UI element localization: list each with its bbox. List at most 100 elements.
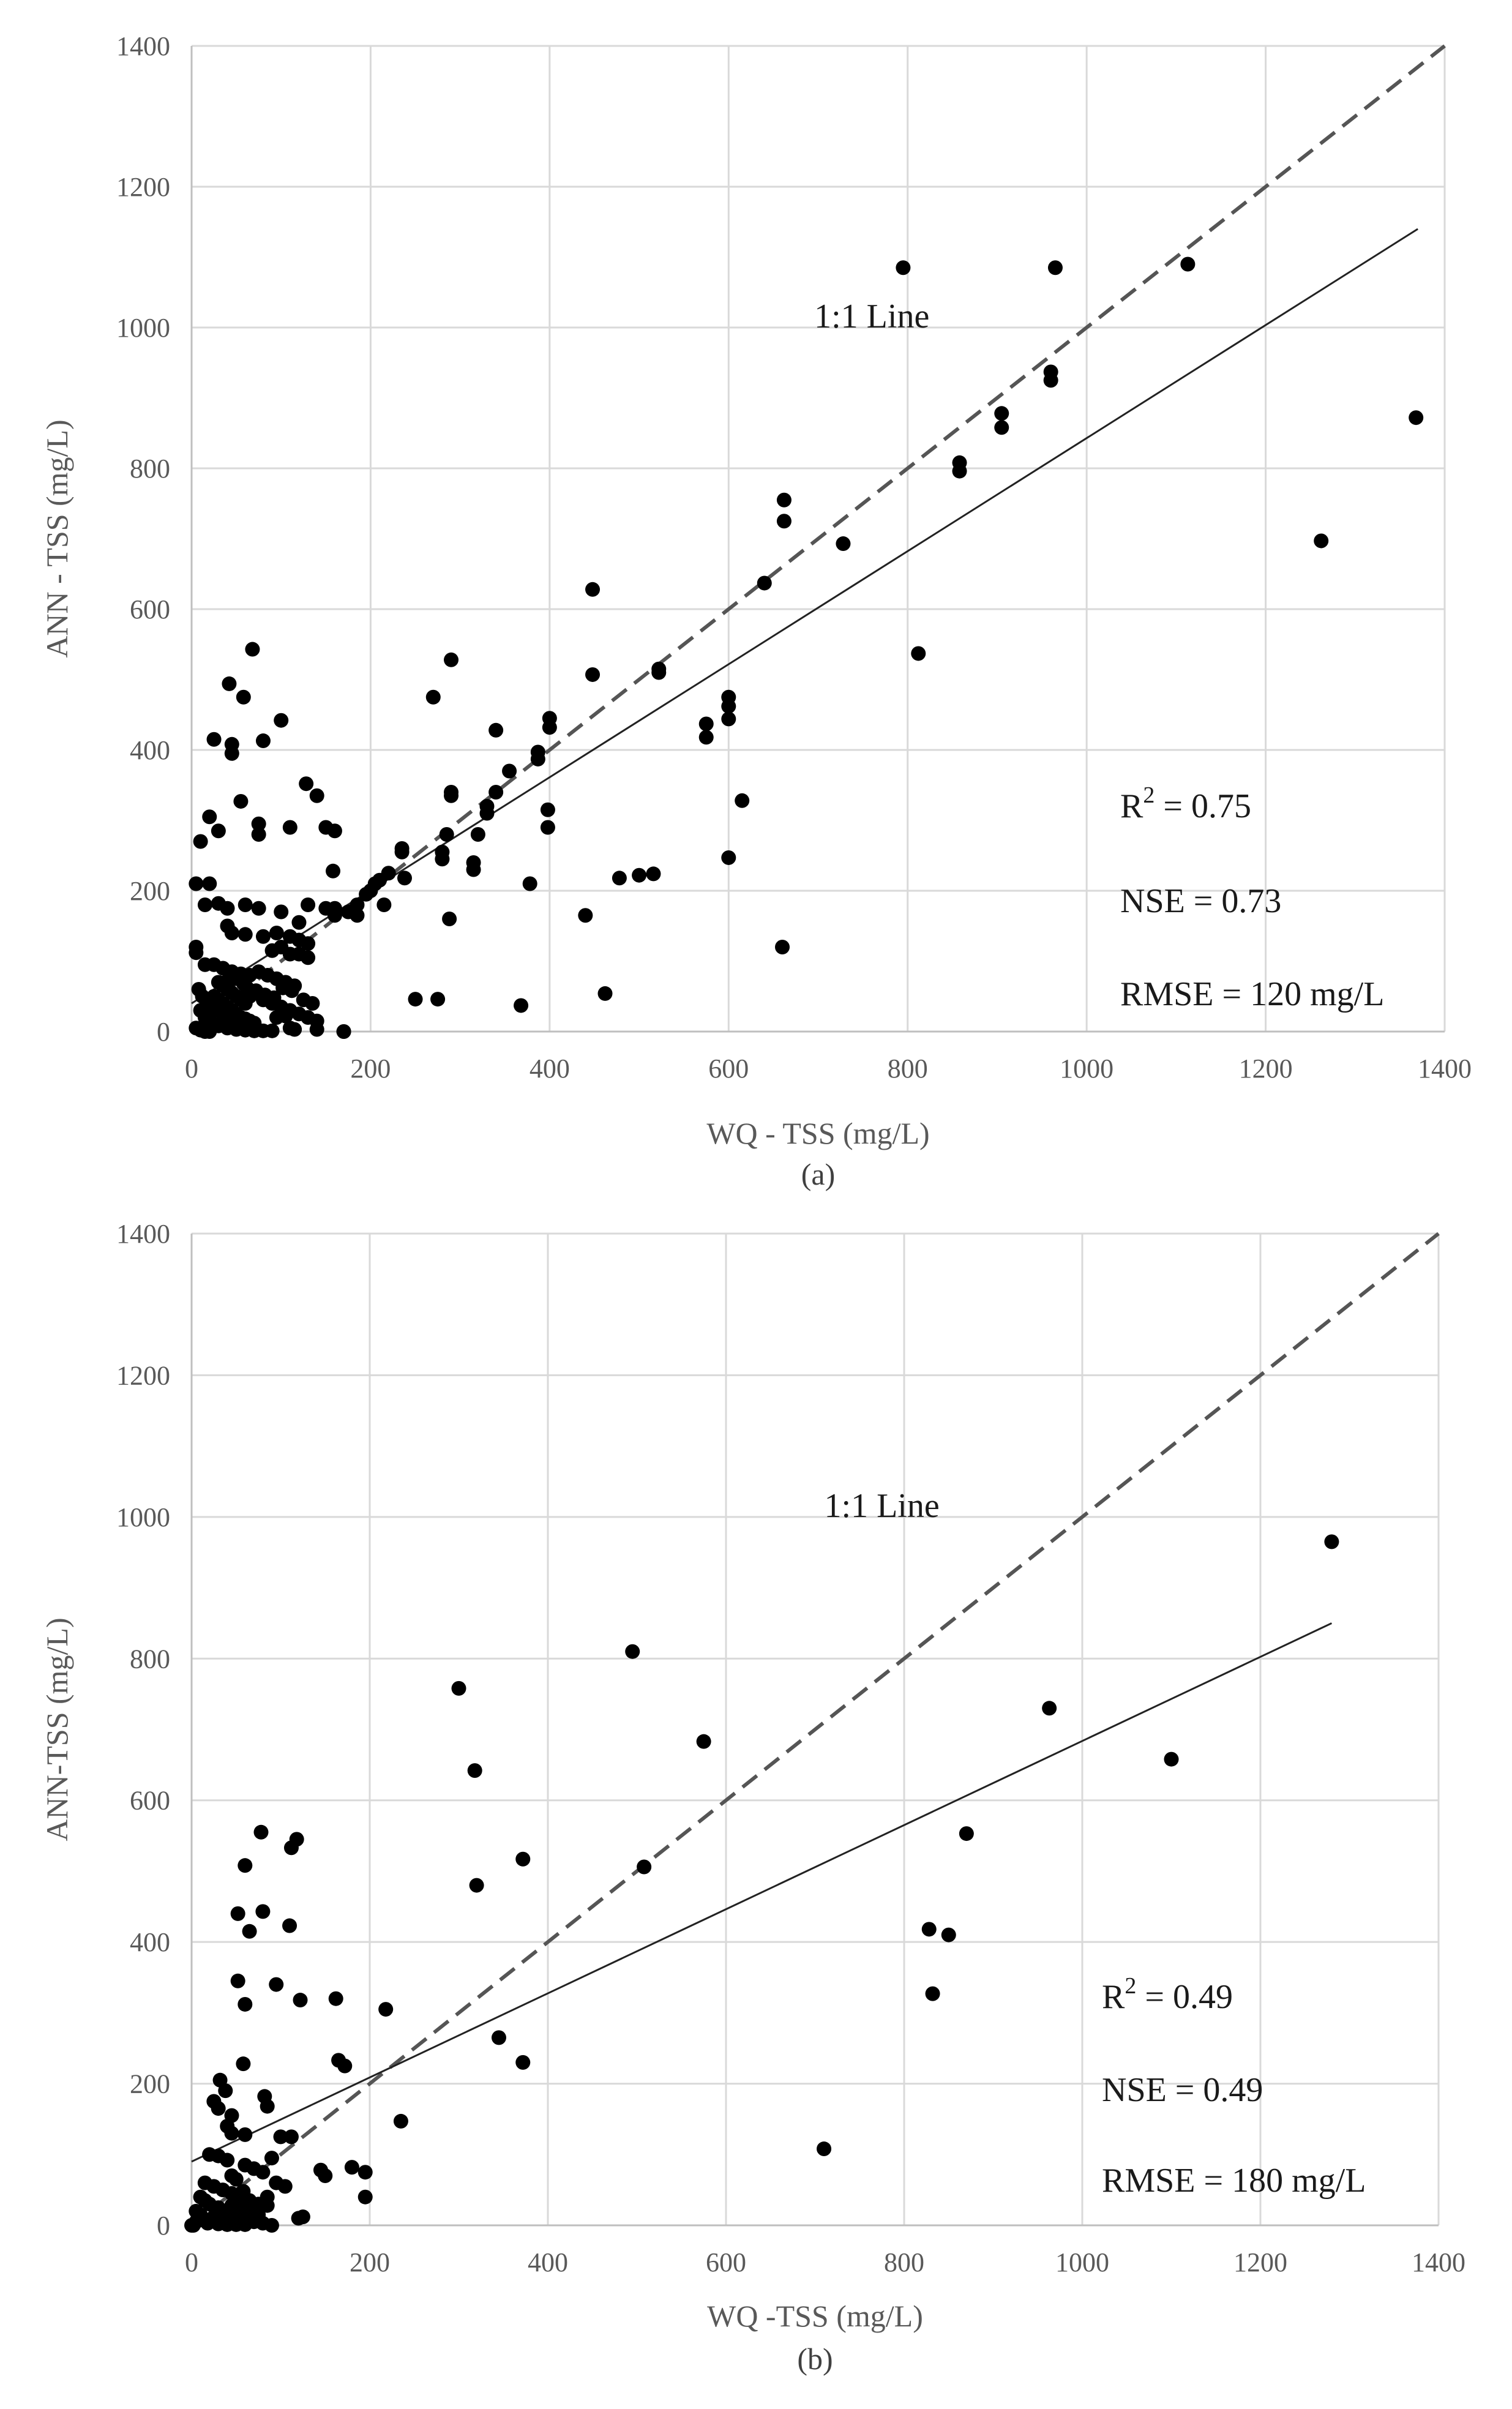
- data-point: [941, 1927, 956, 1943]
- data-point: [245, 642, 260, 657]
- data-point: [721, 850, 736, 865]
- data-point: [952, 463, 967, 479]
- data-point: [469, 1878, 484, 1893]
- r-squared-value: = 0.49: [1136, 1978, 1233, 2016]
- data-point: [266, 990, 282, 1005]
- nse-text: NSE = 0.73: [1120, 882, 1281, 920]
- data-point: [206, 732, 222, 747]
- data-point: [896, 260, 911, 275]
- one-to-one-label: 1:1 Line: [825, 1487, 940, 1525]
- data-point: [451, 1680, 466, 1696]
- data-point: [357, 2165, 373, 2180]
- r-squared-prefix: R: [1102, 1978, 1125, 2016]
- data-point: [1180, 257, 1196, 272]
- data-point: [637, 1859, 652, 1875]
- data-point: [251, 827, 266, 842]
- data-point: [260, 2099, 275, 2114]
- x-tick-label: 600: [708, 1054, 749, 1084]
- r-squared-superscript: 2: [1125, 1973, 1136, 1999]
- data-point: [651, 665, 667, 680]
- data-point: [336, 1024, 351, 1039]
- rmse-text: RMSE = 120 mg/L: [1120, 975, 1384, 1013]
- x-tick-label: 800: [888, 1054, 928, 1084]
- data-point: [359, 886, 374, 902]
- data-points: [189, 257, 1424, 1039]
- data-point: [238, 1858, 253, 1873]
- panel-caption: (b): [797, 2342, 833, 2376]
- r-squared-superscript: 2: [1143, 782, 1155, 808]
- data-point: [202, 809, 217, 825]
- data-point: [309, 1022, 324, 1037]
- data-point: [238, 897, 253, 912]
- data-point: [282, 1918, 298, 1933]
- data-point: [189, 945, 204, 961]
- chart-panel-a: 0 200 400 600 800 1000 1200 1400 0 200 400 600 800 10…: [40, 31, 1472, 1191]
- data-point: [698, 730, 714, 745]
- data-point: [340, 904, 356, 920]
- data-point: [236, 2056, 251, 2072]
- data-point: [1324, 1534, 1339, 1549]
- x-tick-label: 1200: [1239, 1054, 1293, 1084]
- data-point: [202, 876, 217, 891]
- y-tick-label: 1200: [116, 1360, 170, 1390]
- data-point: [696, 1734, 711, 1749]
- data-point: [530, 751, 545, 766]
- data-point: [251, 2207, 266, 2222]
- data-point: [293, 1993, 308, 2008]
- y-axis-label: ANN - TSS (mg/L): [40, 419, 74, 658]
- data-point: [337, 2058, 353, 2074]
- one-to-one-line: [190, 44, 1446, 1033]
- y-tick-label: 1400: [116, 1219, 170, 1249]
- data-point: [305, 996, 320, 1011]
- data-point: [585, 667, 601, 682]
- data-point: [597, 986, 613, 1001]
- data-point: [435, 852, 450, 867]
- one-to-one-label: 1:1 Line: [814, 298, 929, 335]
- data-point: [911, 646, 926, 661]
- data-point: [326, 863, 341, 879]
- data-point: [274, 713, 289, 728]
- data-point: [211, 823, 226, 839]
- data-point: [585, 582, 601, 597]
- x-tick-label: 1400: [1418, 1054, 1472, 1084]
- data-point: [251, 901, 266, 916]
- data-point: [344, 2160, 359, 2175]
- data-point: [612, 871, 627, 886]
- data-point: [283, 1840, 299, 1856]
- data-point: [255, 733, 271, 749]
- y-tick-label: 400: [130, 735, 170, 765]
- data-point: [255, 1904, 271, 1919]
- data-point: [273, 2129, 288, 2145]
- data-point: [255, 2165, 271, 2180]
- data-point: [430, 992, 446, 1007]
- x-tick-label: 400: [530, 1054, 570, 1084]
- y-tick-label: 400: [130, 1927, 170, 1957]
- data-point: [282, 820, 298, 835]
- data-point: [284, 983, 299, 998]
- data-point: [238, 1996, 253, 2012]
- y-tick-label: 600: [130, 1786, 170, 1816]
- data-point: [242, 1924, 257, 1939]
- data-point: [646, 866, 661, 882]
- panel-caption: (a): [801, 1157, 836, 1191]
- x-tick-label: 1000: [1060, 1054, 1113, 1084]
- data-point: [357, 2189, 373, 2205]
- r-squared-value: = 0.75: [1155, 787, 1251, 825]
- data-point: [522, 876, 537, 891]
- y-tick-label: 1200: [116, 172, 170, 202]
- data-point: [224, 2126, 239, 2141]
- data-point: [502, 763, 517, 779]
- data-point: [318, 2168, 333, 2183]
- data-point: [698, 716, 714, 732]
- data-point: [291, 915, 307, 930]
- data-point: [218, 2083, 233, 2099]
- data-point: [189, 876, 204, 891]
- data-point: [236, 2184, 251, 2199]
- chart-panel-b: 0 200 400 600 800 1000 1200 1400 0 200 400 600 800 10…: [40, 1219, 1465, 2376]
- data-point: [301, 936, 316, 951]
- data-point: [264, 1023, 280, 1038]
- data-point: [197, 2193, 212, 2208]
- one-to-one-line: [190, 1232, 1440, 2227]
- data-point: [185, 2218, 201, 2233]
